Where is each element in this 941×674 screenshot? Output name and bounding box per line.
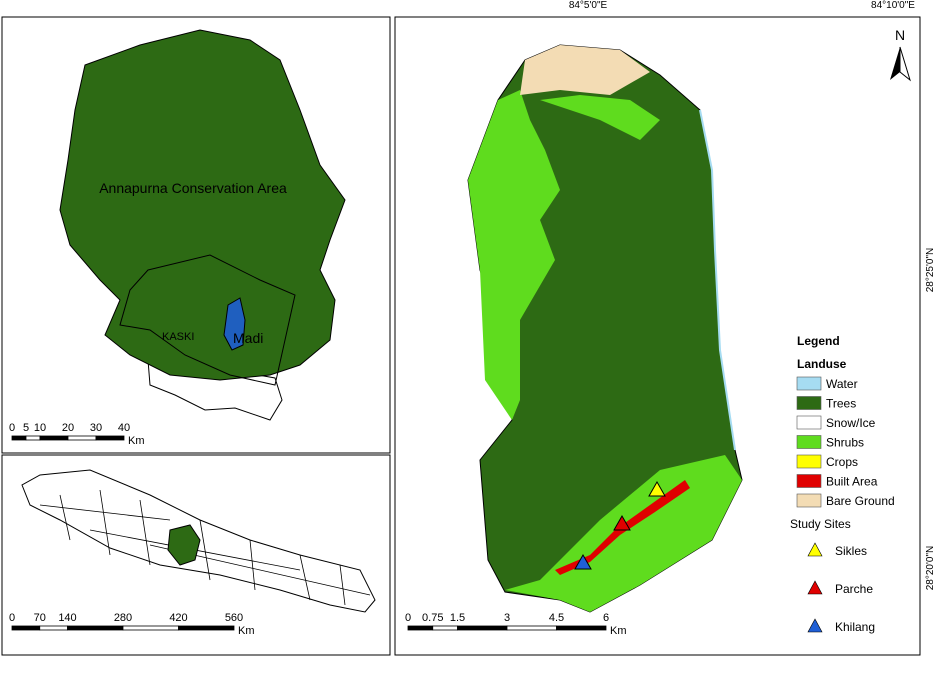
scale-label: 1.5 xyxy=(450,612,465,624)
scale-segment xyxy=(11,625,41,631)
north-arrow xyxy=(899,46,911,82)
scale-segment xyxy=(432,625,458,631)
scale-label: 6 xyxy=(603,612,609,624)
scale-label: 5 xyxy=(23,422,29,434)
kaski-outline xyxy=(119,254,296,386)
scale-segment xyxy=(457,625,508,631)
scale-segment xyxy=(67,435,97,441)
scale-label: 4.5 xyxy=(549,612,564,624)
scale-label: 40 xyxy=(118,422,130,434)
scale-label: 30 xyxy=(90,422,102,434)
north-arrow xyxy=(890,47,900,80)
frame-top-inset xyxy=(1,16,391,454)
north-label: N xyxy=(895,27,905,43)
graticule-x-label: 84°5'0"E xyxy=(569,0,608,11)
shrubs-west xyxy=(468,90,560,420)
madi-watershed xyxy=(223,297,246,351)
highlight-area xyxy=(167,524,201,566)
legend-label: Khilang xyxy=(835,620,875,634)
scale-label: 0.75 xyxy=(422,612,443,624)
legend-swatch xyxy=(796,493,822,508)
legend-swatch xyxy=(796,376,822,391)
scale-segment xyxy=(11,435,27,441)
scale-label: 560 xyxy=(225,612,243,624)
legend-label: Water xyxy=(826,377,858,391)
scale-label: 10 xyxy=(34,422,46,434)
scale-segment xyxy=(556,625,607,631)
site-sikles xyxy=(648,480,666,497)
scale-segment xyxy=(95,435,125,441)
scale-unit: Km xyxy=(128,435,145,447)
district-label: KASKI xyxy=(162,331,194,343)
legend-label: Shrubs xyxy=(826,436,864,450)
conservation-area xyxy=(59,29,346,381)
scale-segment xyxy=(407,625,434,631)
legend-label: Sikles xyxy=(835,544,867,558)
legend-swatch xyxy=(796,474,822,488)
frame-main xyxy=(394,16,921,656)
scale-label: 20 xyxy=(62,422,74,434)
legend-label: Bare Ground xyxy=(826,494,895,508)
graticule-x-label: 84°10'0"E xyxy=(871,0,915,11)
legend-label: Trees xyxy=(826,397,856,411)
river xyxy=(699,109,736,451)
area-label: Annapurna Conservation Area xyxy=(99,180,287,196)
graticule-y-label: 28°20'0"N xyxy=(925,546,936,591)
scale-label: 0 xyxy=(9,422,15,434)
legend-swatch xyxy=(796,396,822,410)
watershed-label: Madi xyxy=(233,330,263,346)
scale-segment xyxy=(506,625,557,631)
legend-label: Snow/Ice xyxy=(826,416,876,430)
bare-ground xyxy=(520,45,650,95)
scale-unit: Km xyxy=(610,625,627,637)
legend-symbol xyxy=(807,618,823,633)
legend-label: Parche xyxy=(835,582,873,596)
site-khilang xyxy=(574,553,592,570)
legend-subtitle: Landuse xyxy=(797,357,847,371)
scale-label: 3 xyxy=(504,612,510,624)
graticule-y-label: 28°25'0"N xyxy=(925,248,936,293)
legend-swatch xyxy=(796,415,822,430)
legend-symbol xyxy=(807,542,823,557)
shrubs-north xyxy=(540,95,660,140)
scale-segment xyxy=(67,625,124,631)
scale-label: 280 xyxy=(114,612,132,624)
scale-label: 140 xyxy=(58,612,76,624)
scale-label: 70 xyxy=(34,612,46,624)
legend-symbol xyxy=(807,580,823,595)
scale-unit: Km xyxy=(238,625,255,637)
scale-segment xyxy=(39,435,69,441)
scale-label: 0 xyxy=(9,612,15,624)
scale-segment xyxy=(122,625,179,631)
legend-swatch xyxy=(796,454,822,469)
legend-title: Legend xyxy=(797,334,840,348)
legend-label: Crops xyxy=(826,455,858,469)
legend-subtitle: Study Sites xyxy=(790,517,851,531)
legend-swatch xyxy=(796,435,822,449)
legend-label: Built Area xyxy=(826,475,878,489)
scale-segment xyxy=(178,625,235,631)
scale-label: 0 xyxy=(405,612,411,624)
scale-segment xyxy=(39,625,68,631)
scale-label: 420 xyxy=(169,612,187,624)
scale-segment xyxy=(25,435,41,441)
site-parche xyxy=(613,514,631,531)
frame-bottom-inset xyxy=(1,454,391,656)
